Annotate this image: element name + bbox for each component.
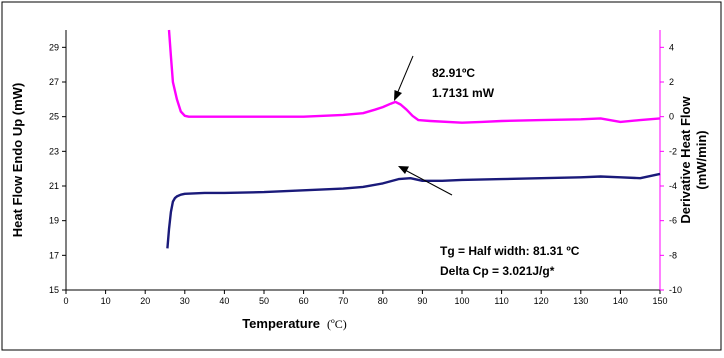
tg-arrow-head [398, 166, 409, 174]
y2-tick-label: 0 [669, 112, 674, 122]
y-tick-label: 15 [49, 285, 59, 295]
y2-tick-label: -10 [669, 285, 682, 295]
y2-tick-label: -4 [669, 181, 677, 191]
y-axis-title: Heat Flow Endo Up (mW) [10, 83, 25, 238]
x-tick-label: 0 [63, 296, 68, 306]
y-tick-label: 19 [49, 216, 59, 226]
x-tick-label: 10 [101, 296, 111, 306]
y2-tick-label: -8 [669, 250, 677, 260]
x-tick-label: 140 [613, 296, 628, 306]
tg-arrow-line [404, 169, 453, 196]
y-tick-label: 21 [49, 181, 59, 191]
tick-group: 0 10 20 30 40 50 60 70 80 90 100 110 120 130 140 150292… [49, 42, 682, 306]
x-tick-label: 20 [140, 296, 150, 306]
y-tick-label: 23 [49, 146, 59, 156]
y-tick-label: 25 [49, 112, 59, 122]
tg-annotation-line1: Tg = Half width: 81.31 ºC [440, 244, 580, 258]
x-tick-label: 60 [299, 296, 309, 306]
peak-arrow-line [396, 55, 414, 95]
x-tick-label: 40 [219, 296, 229, 306]
y-tick-label: 29 [49, 42, 59, 52]
y-tick-label: 27 [49, 77, 59, 87]
y2-axis-title-line2: (mW/min) [694, 130, 709, 189]
x-tick-label: 30 [180, 296, 190, 306]
tg-annotation-line2: Delta Cp = 3.021J/g* [440, 264, 555, 278]
peak-annotation-line1: 82.91ºC [432, 66, 475, 80]
derivative-heat-flow-line [167, 29, 661, 124]
heat-flow-line [166, 172, 661, 249]
y2-tick-label: -6 [669, 216, 677, 226]
x-tick-label: 100 [454, 296, 469, 306]
y2-tick-label: 4 [669, 42, 674, 52]
x-tick-label: 120 [534, 296, 549, 306]
x-axis-unit: (ºC) [327, 317, 347, 331]
y-tick-label: 17 [49, 250, 59, 260]
x-tick-label: 150 [652, 296, 667, 306]
x-tick-label: 90 [417, 296, 427, 306]
x-tick-label: 110 [494, 296, 508, 306]
peak-arrow-head [394, 90, 402, 101]
x-tick-label: 80 [378, 296, 388, 306]
y2-tick-label: 2 [669, 77, 674, 87]
peak-annotation-line2: 1.7131 mW [432, 86, 495, 100]
series-group [166, 29, 661, 249]
x-axis-title: Temperature [242, 316, 320, 331]
x-tick-label: 70 [338, 296, 348, 306]
x-tick-label: 130 [573, 296, 588, 306]
x-tick-label: 50 [259, 296, 269, 306]
y2-tick-label: -2 [669, 146, 677, 156]
y2-axis-title-line1: Derivative Heat Flow [678, 96, 693, 224]
